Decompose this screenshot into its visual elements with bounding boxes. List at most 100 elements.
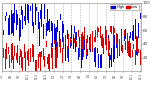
Bar: [106, 45, 107, 48]
Bar: [46, 23, 47, 36]
Bar: [135, 50, 136, 65]
Bar: [19, 18, 20, 41]
Bar: [68, 34, 69, 49]
Bar: [60, 39, 61, 53]
Bar: [126, 40, 127, 45]
Bar: [30, 48, 31, 62]
Bar: [52, 48, 53, 69]
Bar: [92, 31, 93, 52]
Bar: [89, 37, 90, 50]
Bar: [16, 53, 17, 60]
Bar: [107, 41, 108, 49]
Bar: [36, 60, 37, 71]
Bar: [11, 44, 12, 63]
Bar: [132, 50, 133, 57]
Bar: [118, 38, 119, 45]
Bar: [20, 49, 21, 57]
Bar: [98, 28, 99, 32]
Bar: [128, 41, 129, 56]
Bar: [124, 32, 125, 41]
Bar: [78, 48, 79, 60]
Bar: [62, 21, 63, 42]
Bar: [6, 43, 7, 59]
Bar: [79, 37, 80, 47]
Bar: [49, 19, 50, 32]
Bar: [57, 20, 58, 32]
Bar: [44, 5, 45, 19]
Bar: [12, 14, 13, 33]
Bar: [104, 38, 105, 43]
Bar: [117, 34, 118, 44]
Bar: [118, 39, 119, 61]
Bar: [65, 35, 66, 44]
Bar: [115, 38, 116, 47]
Bar: [130, 43, 131, 58]
Bar: [116, 33, 117, 44]
Bar: [95, 30, 96, 42]
Bar: [85, 39, 86, 47]
Bar: [38, 12, 39, 29]
Bar: [94, 37, 95, 42]
Bar: [86, 53, 87, 59]
Bar: [104, 38, 105, 50]
Bar: [133, 44, 134, 49]
Bar: [13, 13, 14, 36]
Bar: [108, 37, 109, 56]
Bar: [116, 40, 117, 48]
Bar: [59, 42, 60, 47]
Bar: [105, 36, 106, 44]
Bar: [113, 46, 114, 62]
Bar: [28, 49, 29, 66]
Bar: [11, 10, 12, 34]
Bar: [111, 26, 112, 34]
Bar: [5, 49, 6, 69]
Bar: [10, 23, 11, 30]
Bar: [110, 26, 111, 32]
Bar: [43, 24, 44, 39]
Bar: [120, 50, 121, 61]
Bar: [106, 30, 107, 50]
Bar: [73, 34, 74, 49]
Bar: [13, 56, 14, 69]
Bar: [46, 41, 47, 47]
Bar: [114, 35, 115, 59]
Bar: [102, 34, 103, 48]
Bar: [17, 14, 18, 25]
Bar: [94, 48, 95, 62]
Bar: [125, 41, 126, 50]
Bar: [130, 32, 131, 38]
Bar: [14, 46, 15, 56]
Bar: [4, 41, 5, 60]
Bar: [51, 43, 52, 58]
Bar: [33, 22, 34, 33]
Bar: [93, 34, 94, 42]
Bar: [65, 37, 66, 61]
Bar: [87, 35, 88, 43]
Bar: [133, 25, 134, 41]
Bar: [17, 45, 18, 63]
Bar: [112, 37, 113, 54]
Bar: [43, 48, 44, 60]
Bar: [122, 45, 123, 53]
Bar: [22, 10, 23, 29]
Bar: [81, 34, 82, 49]
Bar: [10, 46, 11, 65]
Bar: [70, 37, 71, 48]
Bar: [115, 38, 116, 50]
Bar: [101, 36, 102, 46]
Bar: [52, 23, 53, 47]
Bar: [97, 27, 98, 37]
Bar: [35, 60, 36, 71]
Bar: [3, 30, 4, 35]
Bar: [85, 32, 86, 46]
Bar: [70, 38, 71, 43]
Bar: [87, 49, 88, 56]
Bar: [82, 32, 83, 49]
Bar: [30, 6, 31, 11]
Bar: [67, 46, 68, 58]
Bar: [12, 43, 13, 60]
Bar: [60, 14, 61, 20]
Bar: [4, 13, 5, 18]
Bar: [112, 54, 113, 63]
Bar: [100, 26, 101, 38]
